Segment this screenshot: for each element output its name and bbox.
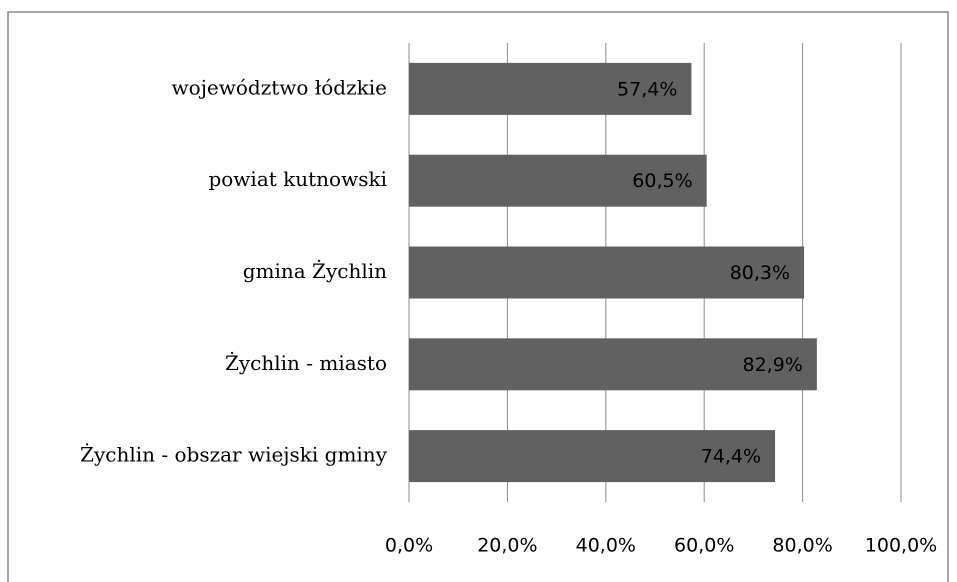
y-tick-label: gmina Żychlin: [243, 259, 387, 283]
bar: [409, 338, 817, 391]
data-label: 60,5%: [632, 170, 692, 192]
x-tick-label: 0,0%: [385, 535, 433, 557]
y-tick-label: Żychlin - obszar wiejski gminy: [80, 443, 388, 467]
x-tick-label: 40,0%: [576, 535, 636, 557]
bar: [409, 154, 707, 207]
data-label: 80,3%: [730, 262, 790, 284]
x-tick-label: 60,0%: [674, 535, 734, 557]
data-label: 74,4%: [701, 446, 761, 468]
x-tick-label: 80,0%: [772, 535, 832, 557]
data-label: 57,4%: [617, 78, 677, 100]
bar: [409, 62, 692, 115]
y-tick-label: powiat kutnowski: [208, 167, 387, 191]
data-label: 82,9%: [743, 354, 803, 376]
chart-frame: [7, 11, 949, 582]
bar: [409, 246, 805, 299]
y-tick-label: województwo łódzkie: [172, 75, 387, 99]
x-tick-label: 100,0%: [865, 535, 937, 557]
x-tick-label: 20,0%: [477, 535, 537, 557]
bar: [409, 430, 776, 483]
y-tick-label: Żychlin - miasto: [225, 351, 387, 375]
